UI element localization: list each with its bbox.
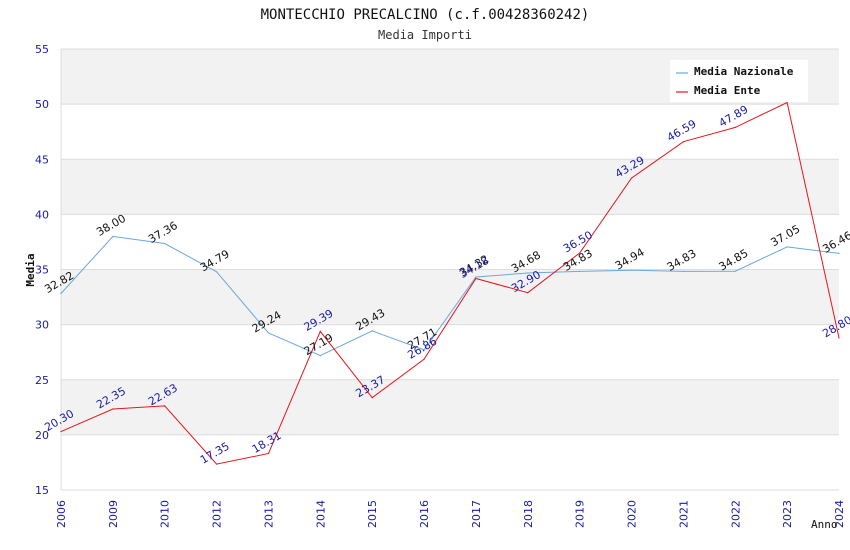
data-point [423,349,425,351]
data-point [682,270,685,272]
x-tick-label: 2017 [470,500,483,528]
data-point [579,270,581,272]
x-tick-label: 2019 [574,500,587,528]
x-tick-label: 2013 [262,500,275,528]
x-tick-label: 2015 [366,500,379,528]
series-line-0 [60,235,840,357]
data-point [112,235,114,238]
x-tick-label: 2016 [418,500,431,528]
plot-band [61,379,839,435]
y-tick-label: 15 [35,484,49,497]
x-tick-label: 2010 [159,500,172,528]
plot-band [61,159,839,215]
series-lines [60,101,840,465]
series-line-1 [60,101,840,465]
y-tick-label: 40 [35,208,49,221]
x-tick-label: 2021 [677,500,690,528]
data-point [164,242,166,245]
data-point [527,292,529,294]
data-point [734,270,736,272]
plot-band [61,104,839,160]
x-tick-label: 2009 [107,500,120,528]
data-point [60,430,62,433]
legend-label-media-ente: Media Ente [694,84,761,97]
legend-box [670,60,808,102]
data-point [267,452,270,455]
data-point [475,277,477,280]
x-tick-label: 2012 [211,500,224,528]
x-tick-label: 2020 [626,500,639,528]
chart-title: MONTECCHIO PRECALCINO (c.f.00428360242) [261,7,590,23]
x-axis-ticks: 2006 2009 2010 2012 2013 2014 2015 2016 2017 2018… [55,500,846,528]
y-tick-label: 45 [35,153,49,166]
x-tick-label: 2024 [833,500,846,528]
data-point [216,463,218,465]
data-point [838,252,840,255]
y-axis-label: Media [24,253,37,286]
legend: Media Nazionale Media Ente [670,60,808,102]
data-point [527,272,529,274]
y-axis-ticks: 15 20 25 30 35 40 45 50 55 [35,43,49,497]
data-point [786,246,788,248]
data-point [371,330,373,332]
x-axis-label: Anno [811,518,838,531]
x-tick-label: 2018 [522,500,535,528]
data-point [630,177,633,179]
data-point [60,292,62,295]
x-tick-label: 2023 [781,500,794,528]
data-point [475,276,477,278]
data-point [630,269,633,271]
x-tick-label: 2022 [729,500,742,528]
plot-band [61,324,839,380]
data-point [216,271,218,273]
y-tick-label: 20 [35,429,49,442]
data-point [267,332,270,334]
plot-band [61,214,839,270]
y-tick-label: 35 [35,264,49,277]
legend-label-media-nazionale: Media Nazionale [694,65,794,78]
data-point [371,397,373,399]
y-tick-label: 50 [35,98,49,111]
data-point [682,141,685,143]
x-tick-label: 2014 [314,500,327,528]
data-point [838,337,840,339]
data-point [579,252,581,254]
y-tick-label: 25 [35,374,49,387]
data-point [112,408,114,410]
data-point [319,355,321,357]
plot-band [61,434,839,490]
grid-lines [60,48,839,491]
data-point [319,330,321,332]
chart-subtitle: Media Importi [378,28,472,42]
data-point [734,126,736,128]
y-tick-label: 30 [35,319,49,332]
plot-background [61,49,839,490]
data-point [786,101,788,104]
data-point [164,405,166,407]
plot-band [61,269,839,325]
y-tick-label: 55 [35,43,49,56]
x-tick-label: 2006 [55,500,68,528]
data-point [423,358,425,360]
